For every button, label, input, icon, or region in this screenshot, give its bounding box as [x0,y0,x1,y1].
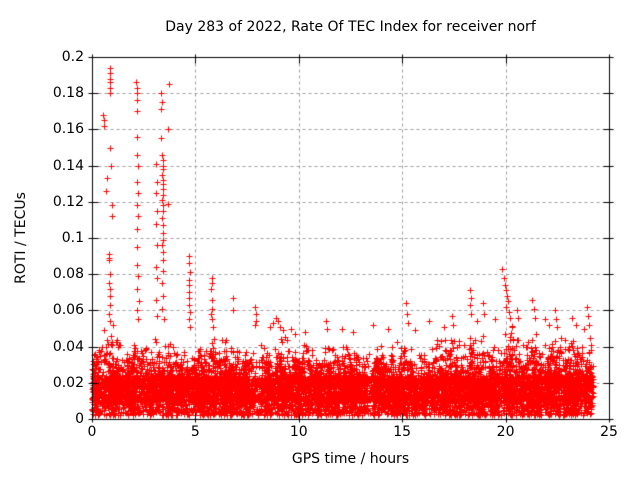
y-tick-label: 0.2 [61,49,84,65]
y-tick-label: 0.14 [52,157,84,174]
y-tick-label: 0.1 [61,230,84,246]
y-tick-label: 0.16 [52,121,84,138]
x-tick-label: 0 [87,424,97,440]
x-axis-title: GPS time / hours [291,451,410,467]
x-tick-label: 20 [496,424,515,440]
x-tick-label: 25 [600,424,618,440]
x-tick-label: 15 [393,424,412,440]
y-tick-label: 0.06 [52,302,84,319]
y-tick-label: 0.04 [52,338,84,355]
y-tick-label: 0 [75,411,84,427]
x-tick-label: 5 [190,424,200,440]
y-tick-label: 0.18 [52,85,84,102]
y-tick-label: 0.02 [52,374,84,391]
x-tick-label: 10 [289,424,308,440]
y-tick-label: 0.12 [52,193,84,210]
chart-title: Day 283 of 2022, Rate Of TEC Index for r… [165,19,536,35]
y-tick-label: 0.08 [52,266,84,283]
